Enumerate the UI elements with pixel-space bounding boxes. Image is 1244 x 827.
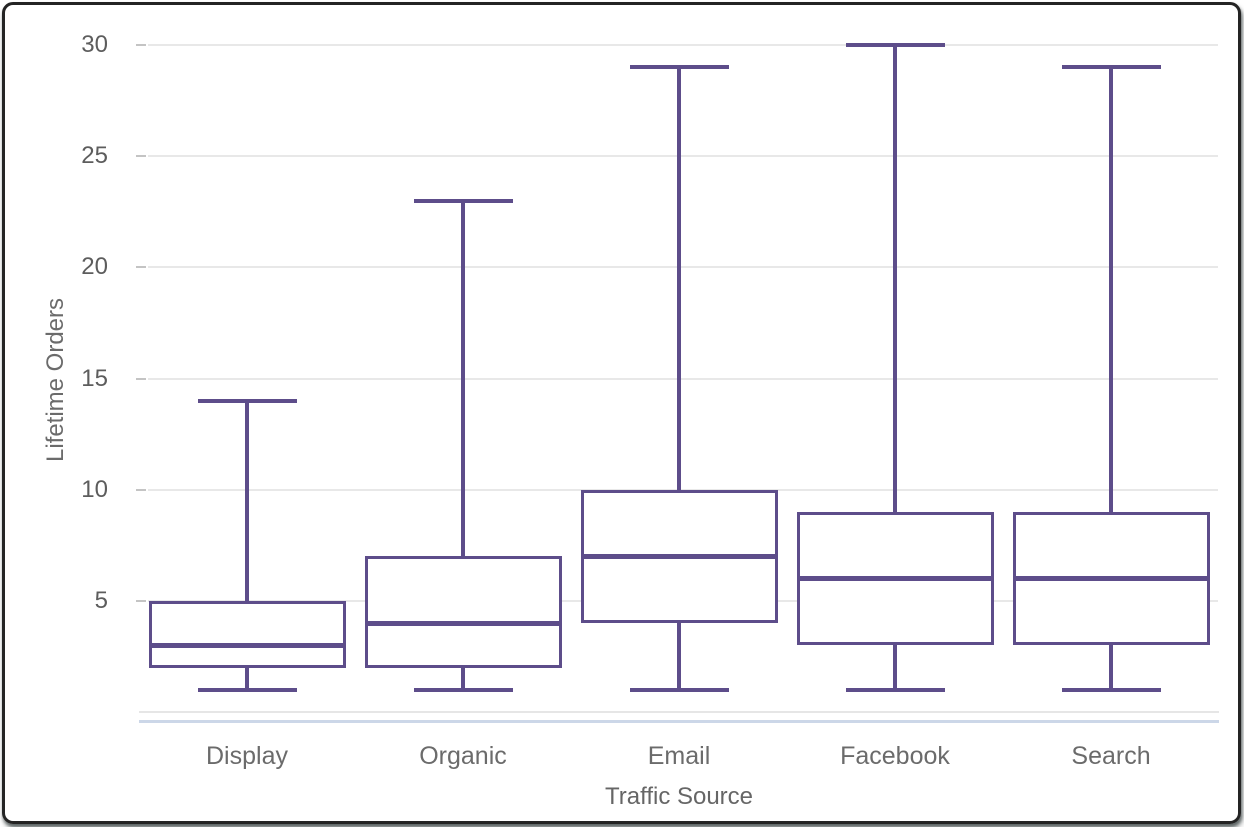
median-line[interactable] — [1015, 576, 1207, 582]
whisker-stem-upper[interactable] — [1109, 67, 1113, 512]
x-axis-title: Traffic Source — [604, 783, 754, 810]
x-category-label: Search — [1071, 742, 1151, 770]
whisker-stem-lower[interactable] — [677, 623, 681, 690]
whisker-cap-min[interactable] — [1061, 687, 1161, 692]
y-tick-mark — [136, 599, 146, 602]
whisker-stem-upper[interactable] — [677, 67, 681, 490]
box[interactable] — [148, 600, 346, 668]
y-tick-mark — [136, 44, 146, 46]
y-tick-mark — [136, 155, 146, 158]
whisker-cap-max[interactable] — [1061, 65, 1161, 70]
y-tick-mark — [136, 377, 146, 380]
x-category-label: Organic — [419, 742, 507, 770]
whisker-stem-lower[interactable] — [1109, 645, 1113, 690]
y-tick-label: 20 — [81, 253, 108, 281]
whisker-cap-max[interactable] — [629, 65, 729, 70]
gridline — [148, 155, 1218, 158]
whisker-cap-max[interactable] — [197, 398, 297, 403]
y-tick-label: 5 — [94, 586, 108, 614]
median-line[interactable] — [151, 642, 343, 648]
whisker-cap-max[interactable] — [413, 198, 513, 203]
whisker-cap-max[interactable] — [845, 43, 945, 47]
y-tick-mark — [136, 266, 146, 269]
x-category-label: Email — [647, 742, 711, 770]
y-tick-label: 15 — [81, 364, 108, 392]
gridline — [148, 266, 1218, 269]
y-tick-label: 30 — [81, 31, 108, 58]
y-axis-title: Lifetime Orders — [42, 297, 69, 463]
whisker-stem-lower[interactable] — [461, 667, 465, 690]
median-line[interactable] — [367, 620, 559, 626]
zero-gridline — [139, 711, 1219, 713]
whisker-stem-upper[interactable] — [461, 200, 465, 557]
gridline — [148, 377, 1218, 380]
x-axis-line — [139, 720, 1219, 723]
median-line[interactable] — [799, 576, 991, 582]
median-line[interactable] — [583, 553, 775, 559]
whisker-stem-lower[interactable] — [245, 667, 249, 690]
y-tick-label: 25 — [81, 142, 108, 170]
whisker-stem-lower[interactable] — [893, 645, 897, 690]
whisker-stem-upper[interactable] — [893, 45, 897, 512]
whisker-cap-min[interactable] — [413, 687, 513, 692]
whisker-cap-min[interactable] — [197, 687, 297, 692]
x-category-label: Facebook — [840, 742, 950, 770]
gridline — [148, 44, 1218, 46]
whisker-cap-min[interactable] — [845, 687, 945, 692]
box[interactable] — [364, 556, 562, 668]
x-category-label: Display — [206, 742, 288, 770]
y-tick-mark — [136, 488, 146, 491]
whisker-cap-min[interactable] — [629, 687, 729, 692]
y-tick-label: 10 — [81, 475, 108, 503]
whisker-stem-upper[interactable] — [245, 400, 249, 601]
